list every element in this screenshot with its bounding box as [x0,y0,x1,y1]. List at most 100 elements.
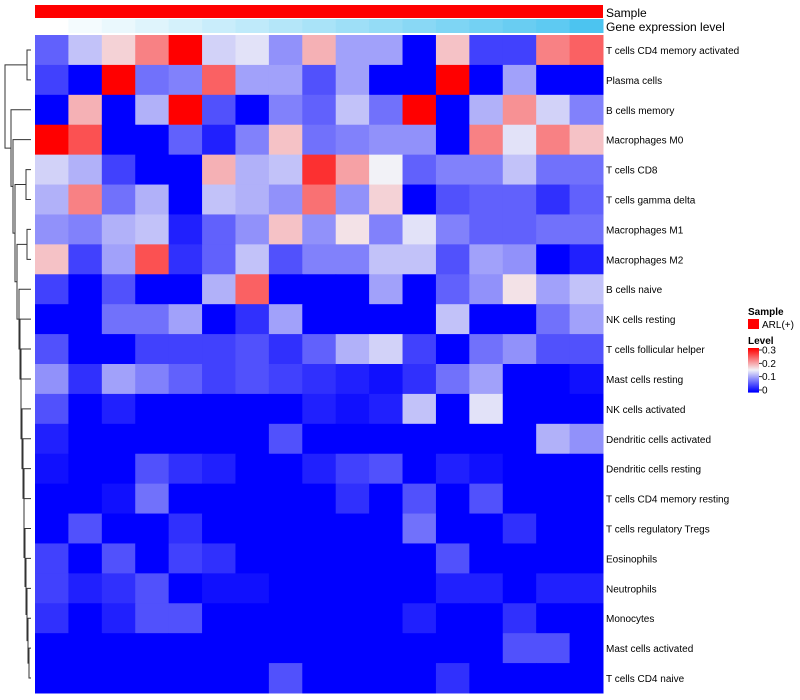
heatmap-cell [402,573,437,604]
heatmap-cell [402,124,437,156]
heatmap-cell [335,214,370,245]
heatmap-cell [502,94,537,126]
heatmap-cell [268,154,303,186]
heatmap-cell [35,483,69,515]
heatmap-cell [302,244,337,275]
heatmap-cell [202,244,236,275]
heatmap-cell [369,64,404,96]
row-label: B cells memory [606,106,674,117]
colorbar-tick-label: 0.1 [762,372,776,383]
heatmap-cell [435,244,470,275]
colorbar-step [748,364,759,366]
heatmap-cell [268,573,303,604]
heatmap-cell [268,184,303,215]
heatmap-cell [502,423,537,455]
row-label: NK cells resting [606,315,675,326]
heatmap-cell [335,124,370,156]
heatmap-cell [402,543,437,574]
heatmap-cell [68,603,103,634]
heatmap-cell [135,663,170,694]
dendrogram-branch [26,228,31,260]
heatmap-cell [302,214,337,245]
colorbar-step [748,379,759,381]
row-label: Macrophages M2 [606,255,684,266]
heatmap-cell [435,64,470,96]
heatmap-cell [536,124,571,156]
heatmap-cell [335,513,370,544]
row-labels: T cells CD4 memory activated Plasma cells… [606,46,739,685]
gene-expression-cell [502,19,537,33]
heatmap-cell [435,154,470,186]
heatmap-cell [101,304,136,335]
heatmap-cell [168,334,203,365]
heatmap-cell [536,603,571,634]
heatmap-cell [402,483,437,515]
row-label: T cells follicular helper [606,345,705,356]
heatmap-cell [202,154,236,186]
row-label: Dendritic cells resting [606,465,701,476]
heatmap-cell [335,573,370,604]
heatmap-cell [435,573,470,604]
heatmap-cell [335,663,370,694]
colorbar-step [748,366,759,368]
heatmap-cell [402,184,437,215]
heatmap-cell [35,244,69,275]
heatmap-cell [68,154,103,186]
heatmap-cell [502,513,537,544]
heatmap-cell [469,663,504,694]
gene-expression-cell [302,19,337,33]
heatmap-cell [268,304,303,335]
heatmap-cell [536,35,571,66]
legend-sample-entry: ARL(+) [762,320,794,331]
heatmap-cell [68,334,103,365]
heatmap-cell [569,393,604,425]
heatmap-cell [35,184,69,215]
heatmap-cell [168,184,203,215]
colorbar-step [748,358,759,360]
heatmap-cell [202,364,236,395]
colorbar-step [748,371,759,373]
heatmap-cell [68,94,103,126]
heatmap-cell [302,94,337,126]
heatmap-cell [335,35,370,66]
heatmap-cell [536,543,571,574]
gene-expression-cell [536,19,571,33]
heatmap-cell [168,214,203,245]
heatmap-cell [369,304,404,335]
heatmap-cell [35,124,69,156]
legend-colorbar [748,348,759,393]
heatmap-cell [469,393,504,425]
heatmap-cell [335,184,370,215]
heatmap-cell [268,64,303,96]
heatmap-cell [35,393,69,425]
heatmap-cell [536,663,571,694]
heatmap-cell [302,154,337,186]
heatmap-cell [569,184,604,215]
heatmap-cell [435,423,470,455]
legend-sample-title: Sample [748,307,784,318]
heatmap-cell [502,573,537,604]
heatmap-cell [302,573,337,604]
heatmap-cell [202,64,236,96]
heatmap-cell [402,154,437,186]
heatmap-cell [469,64,504,96]
heatmap-cell [335,633,370,664]
heatmap-cell [569,513,604,544]
heatmap-cell [35,513,69,544]
dendrogram-branch [28,647,31,679]
colorbar-tick-label: 0.2 [762,359,776,370]
colorbar-step [748,359,759,361]
heatmap-cell [135,393,170,425]
heatmap-cell [135,64,170,96]
heatmap-cell [135,94,170,126]
heatmap-cell [135,483,170,515]
heatmap-cell [35,35,69,66]
sample-track-bar [35,5,603,18]
heatmap-cell [402,633,437,664]
heatmap-cell [168,393,203,425]
colorbar-step [748,380,759,382]
heatmap-cell [68,633,103,664]
heatmap-cell [469,184,504,215]
heatmap-cell [235,244,270,275]
